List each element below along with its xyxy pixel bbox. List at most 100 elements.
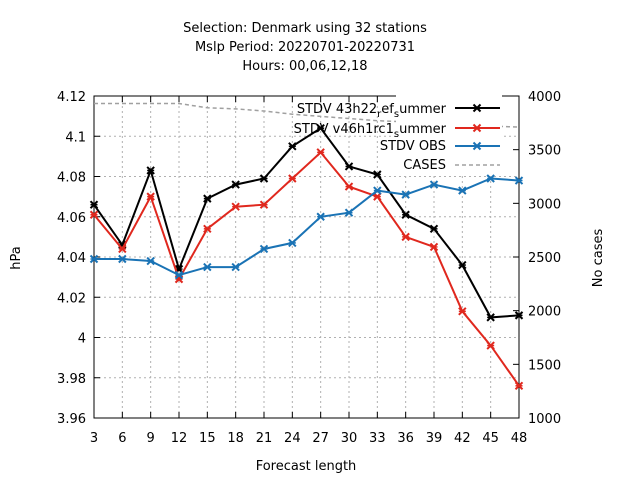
data-point [344,182,354,191]
series-line [93,126,520,319]
y2-tick-label: 4000 [528,90,561,105]
y2-tick-label: 2000 [528,305,561,320]
data-point [316,148,325,157]
data-point [486,341,495,350]
chart-title-line-1: Selection: Denmark using 32 stations [183,21,427,36]
data-point [231,262,240,272]
data-point [472,103,482,113]
data-point [344,162,354,171]
data-point [203,224,212,234]
y-tick-label: 4.02 [57,291,86,306]
data-point [486,313,495,322]
data-point [231,202,240,211]
data-point [259,174,269,183]
data-point [401,210,410,219]
x-tick-label: 45 [482,431,499,446]
data-point [458,260,467,270]
data-point [429,180,439,189]
data-point [89,210,99,219]
data-point [458,186,467,195]
data-point [231,180,240,189]
legend-label-series-4: CASES [403,158,446,173]
data-point [429,224,439,234]
data-point [146,192,155,201]
y2-tick-label: 2500 [528,251,561,266]
data-point [344,208,354,217]
data-point [373,170,382,179]
x-tick-label: 21 [256,431,273,446]
series-line [94,177,520,277]
data-point [429,242,439,252]
y-tick-label: 4.1 [65,130,86,145]
data-point [259,244,269,254]
data-point [373,186,382,195]
y-tick-label: 3.96 [57,412,86,427]
x-tick-label: 42 [454,431,471,446]
chart-title-line-3: Hours: 00,06,12,18 [242,59,367,74]
series-1 [89,123,524,322]
data-point [514,176,524,185]
ticks: 3 6 9 12 15 18 21 24 27 30 33 36 39 42 45 483.963.9844.… [57,90,561,446]
x-tick-label: 12 [171,431,188,446]
x-tick-label: 24 [284,431,301,446]
data-point [288,238,297,248]
x-tick-label: 30 [341,431,358,446]
data-point [458,307,467,316]
x-tick-label: 6 [118,431,126,446]
y-tick-label: 4.08 [57,171,86,186]
y-tick-label: 4.04 [57,251,86,266]
data-point [89,254,99,264]
y-tick-label: 4.06 [57,211,86,226]
data-point [174,270,184,280]
data-point [514,311,524,320]
legend-samples [455,103,500,166]
legend: STDV 43h22refsummer STDV v46h1rc1summer … [294,92,502,174]
x-tick-label: 15 [199,431,216,446]
legend-label-series-1: STDV 43h22refsummer [297,102,447,120]
y-tick-label: 4 [78,332,86,347]
chart-title-line-2: Mslp Period: 20220701-20220731 [195,40,415,55]
y2-axis-label: No cases [591,229,606,288]
x-tick-label: 27 [312,431,329,446]
data-point [401,232,410,242]
x-axis-label: Forecast length [256,459,357,474]
legend-label-series-3: STDV OBS [380,139,446,154]
data-point [203,194,212,203]
data-point [316,123,325,133]
y2-tick-label: 3500 [528,144,561,159]
legend-label-series-2: STDV v46h1rc1summer [294,122,447,140]
data-point [288,142,297,151]
data-point [118,254,127,264]
x-tick-label: 39 [426,431,443,446]
data-point [316,212,325,221]
series-line [94,102,520,128]
x-tick-label: 9 [147,431,155,446]
series-layer [89,102,524,391]
data-point [89,200,99,209]
y-axis-label: hPa [9,246,24,269]
y2-tick-label: 3000 [528,197,561,212]
x-tick-label: 33 [369,431,386,446]
series-4 [94,102,520,128]
series-line [93,150,520,387]
data-point [146,166,155,175]
data-point [203,262,212,272]
y-tick-label: 3.98 [57,372,86,387]
data-point [401,190,410,199]
y2-tick-label: 1500 [528,358,561,373]
x-tick-label: 48 [511,431,528,446]
y2-tick-label: 1000 [528,412,561,427]
x-tick-label: 36 [397,431,414,446]
y-tick-label: 4.12 [57,90,86,105]
data-point [486,174,495,183]
x-tick-label: 3 [90,431,98,446]
data-point [118,244,127,254]
data-point [146,256,155,266]
series-3 [89,174,524,280]
data-point [472,141,482,151]
x-tick-label: 18 [227,431,244,446]
data-point [514,381,524,391]
series-2 [89,148,524,391]
data-point [288,174,297,183]
